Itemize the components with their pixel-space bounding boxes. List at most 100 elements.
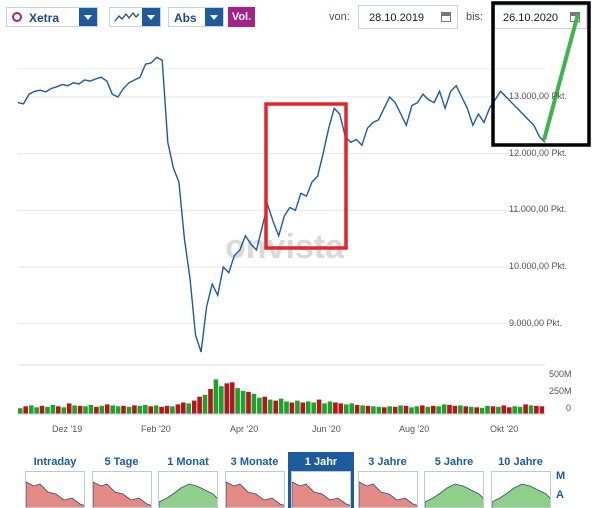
volume-bar [132, 405, 137, 414]
volume-bar [322, 403, 327, 414]
y-tick-label: 9.000,00 Pkt. [509, 317, 563, 328]
tab-thumbnail [357, 471, 418, 508]
from-date-input[interactable]: 28.10.2019 [358, 5, 458, 29]
chevron-down-icon[interactable] [205, 8, 223, 26]
volume-bar [267, 399, 273, 414]
volume-bar [28, 405, 34, 414]
volume-bar [181, 402, 186, 414]
volume-bar [273, 400, 278, 414]
volume-bar [94, 406, 99, 414]
tab-1-monat[interactable]: 1 Monat [155, 452, 221, 508]
from-label: von: [329, 11, 350, 23]
y-tick-label: 11.000,00 Pkt. [509, 204, 567, 215]
chevron-down-icon[interactable] [142, 8, 160, 26]
volume-bar [77, 405, 83, 414]
tab-thumbnail [158, 471, 218, 508]
tab-label: 1 Jahr [304, 456, 338, 468]
volume-bar [528, 405, 534, 414]
period-tabs: Intraday 5 Tage 1 Monat 3 Monate 1 Jahr 3 Jah… [0, 452, 595, 508]
scale-select[interactable]: Abs [168, 7, 224, 27]
volume-bar [295, 400, 300, 414]
volume-bar [420, 405, 425, 414]
volume-bar [83, 406, 88, 414]
volume-bar [512, 406, 517, 414]
volume-tick-label: 250M [549, 386, 572, 396]
to-date-input[interactable]: 26.10.2020 [494, 5, 587, 29]
tab-10-jahre[interactable]: 10 Jahre [488, 452, 554, 508]
volume-bar [452, 405, 458, 414]
price-chart: onvista [17, 1, 591, 415]
volume-bar [240, 391, 246, 414]
volume-bar [34, 407, 39, 414]
volume-bar [104, 404, 110, 414]
tab-1-jahr[interactable]: 1 Jahr [288, 452, 354, 508]
volume-bar [414, 406, 420, 414]
tab-intraday[interactable]: Intraday [22, 452, 88, 508]
volume-bar [409, 407, 414, 414]
volume-bar [425, 406, 431, 414]
exchange-select[interactable]: Xetra [6, 7, 98, 27]
chart-style-select[interactable] [109, 7, 161, 27]
volume-toggle-button[interactable]: Vol. [228, 7, 255, 27]
volume-bar [300, 402, 306, 414]
chevron-down-icon[interactable] [79, 8, 97, 26]
tab-thumbnail [224, 471, 285, 508]
volume-bar [170, 406, 175, 414]
tab-label: 10 Jahre [498, 456, 543, 468]
volume-bar [18, 408, 23, 414]
volume-bar [534, 405, 539, 414]
volume-bar [371, 406, 376, 414]
x-tick-label: Apr '20 [230, 424, 259, 434]
volume-bar [50, 404, 56, 414]
volume-bar [284, 401, 289, 414]
volume-bar [164, 405, 170, 414]
volume-bar [311, 402, 316, 414]
tab-5-jahre[interactable]: 5 Jahre [421, 452, 487, 508]
volume-bar [387, 406, 392, 414]
tab-label: 5 Tage [104, 456, 139, 468]
volume-bar [485, 405, 490, 414]
volume-bar [360, 405, 365, 414]
volume-bar [436, 406, 441, 414]
volume-bar [344, 404, 349, 414]
volume-bar [316, 399, 322, 414]
side-letter-a[interactable]: A [556, 489, 564, 501]
tab-5-tage[interactable]: 5 Tage [89, 452, 155, 508]
volume-bar [327, 401, 333, 414]
volume-bar [121, 405, 126, 414]
volume-bar [333, 402, 338, 414]
side-letter-m[interactable]: M [556, 470, 566, 482]
volume-bar [66, 403, 72, 414]
volume-bar [430, 405, 436, 414]
from-date-value: 28.10.2019 [369, 12, 425, 24]
volume-bar [463, 406, 469, 414]
tab-thumbnail [490, 471, 551, 508]
volume-bar [289, 402, 295, 414]
volume-bar [45, 406, 50, 414]
tab-label: 3 Jahre [368, 456, 407, 468]
tab-thumbnail [91, 471, 152, 508]
tab-3-monate[interactable]: 3 Monate [222, 452, 288, 508]
volume-bar [246, 391, 251, 414]
volume-bar [39, 405, 45, 414]
volume-bar [229, 382, 235, 414]
volume-bar [490, 406, 496, 414]
volume-bar [56, 406, 61, 414]
volume-bar [539, 406, 545, 414]
volume-bar [382, 407, 387, 414]
tab-3-jahre[interactable]: 3 Jahre [355, 452, 421, 508]
volume-bar [398, 405, 403, 414]
x-tick-label: Aug '20 [399, 424, 430, 434]
to-date-value: 26.10.2020 [503, 12, 559, 24]
volume-bar [202, 394, 208, 414]
volume-bars [18, 379, 545, 414]
volume-bar [468, 406, 474, 414]
volume-bar [479, 407, 485, 414]
volume-bar [137, 405, 143, 414]
volume-bar [219, 386, 224, 414]
volume-bar [159, 406, 164, 414]
volume-bar [143, 404, 148, 414]
volume-bar [153, 405, 159, 414]
calendar-icon[interactable] [441, 12, 451, 22]
volume-bar [115, 406, 121, 414]
